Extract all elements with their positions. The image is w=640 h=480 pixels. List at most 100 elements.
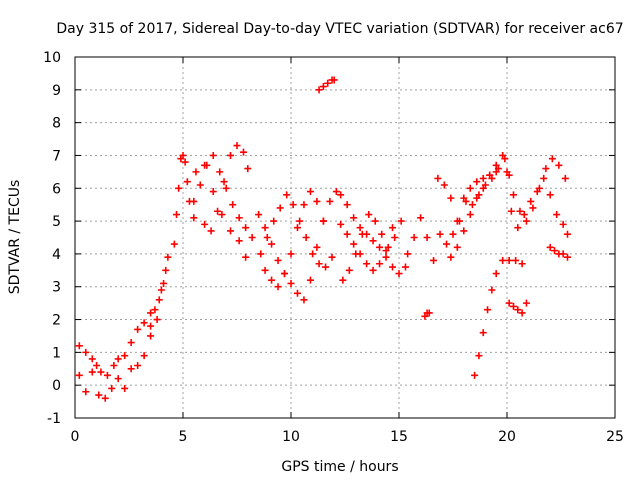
data-point — [216, 168, 224, 176]
data-point — [522, 299, 530, 307]
data-point — [242, 224, 250, 232]
data-point — [343, 201, 351, 209]
data-point — [522, 217, 530, 225]
data-point — [93, 361, 101, 369]
data-point — [147, 322, 155, 330]
data-point — [518, 309, 526, 317]
data-point — [443, 240, 451, 248]
data-point — [559, 250, 567, 258]
data-point — [499, 256, 507, 264]
data-point — [449, 230, 457, 238]
data-point — [157, 286, 165, 294]
data-point — [475, 352, 483, 360]
data-point — [222, 184, 230, 192]
data-point — [306, 188, 314, 196]
data-point — [507, 207, 515, 215]
data-point — [319, 83, 327, 91]
data-point — [274, 256, 282, 264]
data-point — [546, 243, 554, 251]
data-point — [436, 230, 444, 238]
data-point — [471, 371, 479, 379]
data-point — [453, 243, 461, 251]
x-tick-label: 25 — [606, 429, 624, 445]
data-point — [287, 279, 295, 287]
y-tick-label: 4 — [52, 247, 61, 263]
data-point — [127, 339, 135, 347]
data-point — [330, 76, 338, 84]
data-point — [296, 217, 304, 225]
data-point — [345, 266, 353, 274]
data-point — [447, 253, 455, 261]
data-point — [509, 302, 517, 310]
data-point — [190, 197, 198, 205]
data-point — [555, 161, 563, 169]
data-point — [337, 220, 345, 228]
y-tick-label: 10 — [43, 50, 61, 66]
data-point — [300, 201, 308, 209]
data-point — [518, 260, 526, 268]
x-tick-label: 20 — [498, 429, 516, 445]
data-point — [369, 237, 377, 245]
y-tick-label: 9 — [52, 83, 61, 99]
data-point — [505, 299, 513, 307]
data-point — [389, 263, 397, 271]
data-point — [151, 306, 159, 314]
data-point — [283, 191, 291, 199]
data-point — [376, 260, 384, 268]
data-point — [559, 220, 567, 228]
y-tick-label: 2 — [52, 313, 61, 329]
data-point — [233, 142, 241, 150]
y-tick-label: 3 — [52, 280, 61, 296]
data-point — [108, 384, 116, 392]
data-point — [548, 155, 556, 163]
data-point — [192, 168, 200, 176]
data-point — [190, 214, 198, 222]
data-point — [183, 178, 191, 186]
data-point — [350, 214, 358, 222]
data-point — [509, 191, 517, 199]
data-point — [103, 371, 111, 379]
y-tick-label: 6 — [52, 181, 61, 197]
data-point — [287, 250, 295, 258]
data-point — [306, 276, 314, 284]
y-tick-label: 8 — [52, 116, 61, 132]
data-point — [326, 197, 334, 205]
data-point — [214, 207, 222, 215]
data-point — [147, 332, 155, 340]
data-point — [425, 309, 433, 317]
data-point — [134, 325, 142, 333]
data-point — [114, 355, 122, 363]
data-point — [363, 260, 371, 268]
data-point — [322, 263, 330, 271]
data-point — [389, 224, 397, 232]
data-point — [417, 214, 425, 222]
data-point — [127, 365, 135, 373]
x-axis-label: GPS time / hours — [281, 459, 398, 475]
data-point — [479, 184, 487, 192]
data-point — [561, 174, 569, 182]
data-point — [395, 270, 403, 278]
data-point — [309, 250, 317, 258]
data-point — [466, 184, 474, 192]
data-point — [505, 256, 513, 264]
data-point — [315, 260, 323, 268]
data-point — [516, 207, 524, 215]
data-point — [563, 230, 571, 238]
data-point — [153, 316, 161, 324]
y-tick-label: 0 — [52, 378, 61, 394]
data-point — [101, 394, 109, 402]
data-point — [553, 211, 561, 219]
plot-frame — [74, 56, 616, 419]
data-point — [313, 197, 321, 205]
data-point — [201, 161, 209, 169]
axis-ticks: 0 5 10 15 20 25 -1 0 1 2 3 4 5 6 7 8 9 10 — [43, 50, 624, 445]
data-point — [227, 151, 235, 159]
data-point — [473, 178, 481, 186]
data-point — [244, 165, 252, 173]
data-point — [164, 253, 172, 261]
data-point — [270, 217, 278, 225]
data-point — [95, 391, 103, 399]
data-point — [401, 263, 409, 271]
data-point — [563, 253, 571, 261]
chart-title: Day 315 of 2017, Sidereal Day-to-day VTE… — [56, 21, 623, 37]
